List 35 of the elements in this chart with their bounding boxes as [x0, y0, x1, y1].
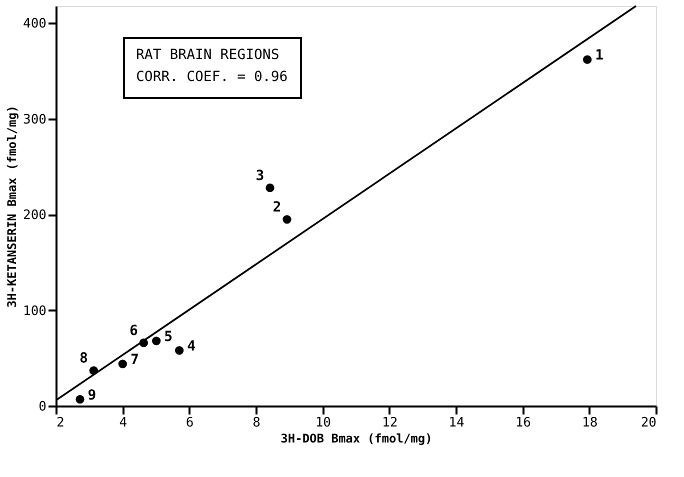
y-tick-label: 0 [38, 400, 46, 414]
x-tick-label: 6 [186, 416, 194, 430]
x-tick-label: 18 [582, 416, 598, 430]
y-tick-label: 100 [23, 304, 46, 319]
x-tick-label: 4 [119, 416, 128, 430]
annotation: RAT BRAIN REGIONS [136, 47, 280, 63]
annotation: 4 [187, 338, 196, 354]
point [152, 336, 161, 346]
annotation: 1 [595, 48, 604, 64]
x-tick-label: 2 [56, 416, 64, 430]
x-tick-label: 12 [382, 416, 398, 430]
point [175, 346, 184, 355]
y-tick-label: 300 [23, 112, 46, 128]
x-tick-label: 10 [315, 416, 331, 430]
x-tick-label: 14 [448, 416, 464, 430]
y-tick-label: 400 [23, 16, 46, 32]
annotation: CORR. COEF. = 0.96 [136, 69, 288, 85]
annotation: 5 [164, 328, 173, 345]
y-tick-label: 200 [23, 208, 46, 224]
x-tick-label: 20 [640, 416, 656, 430]
point [282, 215, 292, 224]
annotation: 9 [88, 387, 96, 404]
x-tick-label: 8 [252, 416, 260, 430]
point [118, 360, 127, 368]
y-axis-title: 3H-KETANSERIN Bmax (fmol/mg) [5, 105, 20, 308]
point [583, 55, 592, 64]
annotation: 8 [79, 350, 88, 367]
x-axis-title: 3H-DOB Bmax (fmol/mg) [280, 432, 432, 446]
annotation: 2 [272, 199, 282, 216]
point [76, 394, 84, 404]
annotation: 3 [256, 168, 264, 184]
annotation: 6 [129, 322, 138, 339]
x-tick-label: 16 [515, 416, 531, 430]
point [266, 183, 274, 192]
annotation: 7 [130, 352, 139, 368]
